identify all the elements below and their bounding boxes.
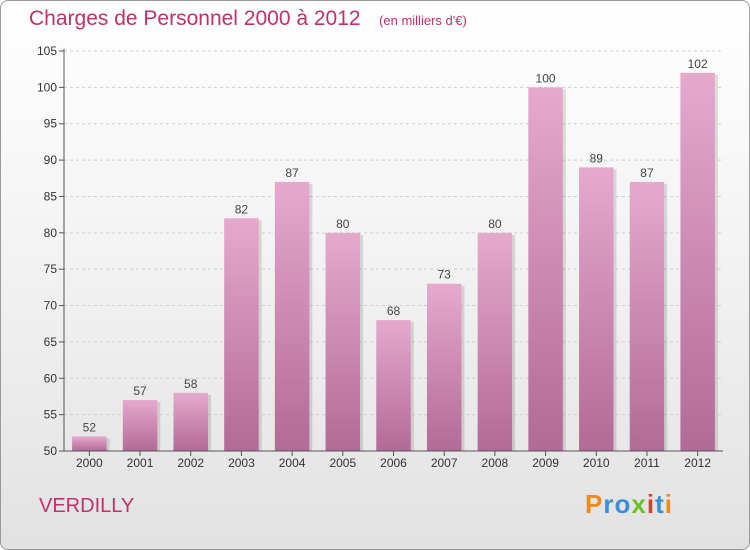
y-tick-label: 105 [37,44,57,58]
bar-value-label: 52 [83,420,97,434]
axis-layer: 50 55 60 65 70 75 80 85 90 95 100 105 2000 2001 2002 20… [37,44,723,470]
bar-value-label: 102 [688,57,708,71]
x-tick-label: 2010 [583,456,610,470]
bar-value-label: 82 [235,202,249,216]
bar-value-label: 87 [640,166,654,180]
logo-letter: r [603,489,615,519]
bar [274,181,310,451]
logo-letter: i [664,489,673,519]
bar [122,400,158,451]
bar-value-label: 87 [285,166,299,180]
bar [629,181,665,451]
bar-value-label: 58 [184,377,198,391]
logo-letter: t [655,489,665,519]
x-tick-label: 2007 [431,456,458,470]
y-tick-label: 70 [44,299,58,313]
bar-value-label: 89 [590,151,604,165]
chart-title: Charges de Personnel 2000 à 2012 [29,7,361,30]
logo-letter: i [646,489,656,519]
x-tick-label: 2001 [127,456,154,470]
bar-value-label: 100 [536,71,556,85]
proxiti-logo[interactable]: Proxiti [585,489,673,520]
y-tick-label: 90 [44,153,58,167]
title-row: Charges de Personnel 2000 à 2012 (en mil… [29,7,467,31]
y-tick-label: 55 [44,408,58,422]
y-tick-label: 50 [44,444,58,458]
x-tick-label: 2009 [532,456,559,470]
bar-value-label: 57 [133,384,147,398]
x-tick-label: 2005 [329,456,356,470]
y-tick-label: 75 [44,262,58,276]
bar [579,167,614,451]
y-tick-label: 65 [44,335,58,349]
x-tick-label: 2012 [684,456,711,470]
bar [528,87,563,451]
x-tick-label: 2002 [177,456,204,470]
bar-value-label: 80 [336,217,350,231]
bar [680,72,715,452]
y-tick-label: 85 [44,189,58,203]
bar [224,218,259,451]
bar [426,283,462,451]
y-tick-label: 95 [44,117,58,131]
y-tick-label: 80 [44,226,58,240]
bar-value-label: 80 [488,217,502,231]
bar-value-label: 68 [387,304,401,318]
logo-letter: x [631,489,647,519]
bar [173,392,208,451]
x-tick-label: 2004 [279,456,306,470]
bar [72,436,107,451]
chart-subtitle: (en milliers d'€) [379,13,467,28]
logo-letter: P [585,489,604,519]
place-name: VERDILLY [39,495,135,517]
y-tick-label: 100 [37,80,57,94]
x-tick-label: 2006 [380,456,407,470]
bar [376,320,411,451]
x-tick-label: 2008 [482,456,509,470]
bar-value-label: 73 [438,268,452,282]
bar-layer: 52 57 58 82 87 80 68 73 80 100 89 87 102 [72,57,718,452]
bar [325,232,361,451]
x-tick-label: 2000 [76,456,103,470]
bar [477,232,513,451]
logo-letter: o [614,489,632,519]
y-tick-label: 60 [44,371,58,385]
x-tick-label: 2003 [228,456,255,470]
x-tick-label: 2011 [634,456,660,470]
